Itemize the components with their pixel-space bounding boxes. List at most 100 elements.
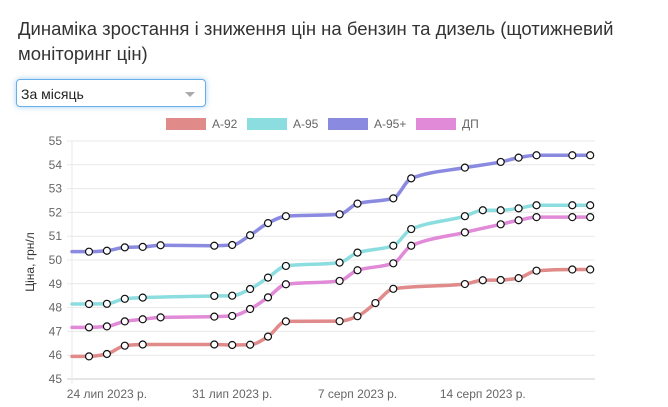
data-point[interactable] [568, 151, 577, 160]
data-point[interactable] [568, 201, 577, 210]
data-point[interactable] [586, 265, 595, 274]
data-point[interactable] [281, 317, 290, 326]
data-point[interactable] [102, 246, 112, 255]
legend-swatch [166, 118, 206, 130]
data-point[interactable] [246, 304, 255, 314]
data-point[interactable] [335, 258, 344, 267]
data-point[interactable] [210, 312, 219, 321]
data-point[interactable] [496, 275, 505, 285]
chevron-down-icon [185, 92, 195, 97]
data-point[interactable] [102, 322, 112, 331]
data-point[interactable] [586, 213, 595, 222]
legend-swatch [247, 118, 287, 130]
data-point[interactable] [335, 210, 344, 219]
data-point[interactable] [281, 280, 290, 289]
data-point[interactable] [532, 151, 541, 160]
data-point[interactable] [156, 313, 165, 322]
page-title: Динаміка зростання і зниження цін на бен… [18, 18, 614, 64]
data-point[interactable] [120, 317, 129, 326]
series-ДП [70, 213, 595, 332]
data-point[interactable] [228, 340, 237, 350]
data-point[interactable] [228, 291, 237, 300]
x-tick-label: 31 лип 2023 р. [192, 387, 272, 401]
data-point[interactable] [263, 219, 273, 228]
data-point[interactable] [102, 349, 112, 359]
data-point[interactable] [335, 317, 344, 326]
data-point[interactable] [460, 163, 469, 172]
data-point[interactable] [210, 241, 219, 250]
data-point[interactable] [532, 213, 541, 222]
data-point[interactable] [102, 299, 112, 308]
data-point[interactable] [371, 298, 380, 308]
data-point[interactable] [389, 194, 398, 203]
data-point[interactable] [407, 224, 416, 234]
y-axis: 45 46 47 48 49 50 51 52 53 54 55 [49, 134, 63, 386]
data-point[interactable] [407, 241, 416, 250]
data-point[interactable] [407, 174, 416, 183]
data-point[interactable] [496, 157, 505, 167]
data-point[interactable] [263, 273, 273, 282]
data-point[interactable] [120, 294, 129, 303]
data-point[interactable] [263, 332, 273, 341]
data-point[interactable] [210, 291, 219, 301]
data-point[interactable] [353, 199, 362, 208]
data-point[interactable] [389, 259, 398, 268]
data-point[interactable] [138, 340, 147, 349]
data-point[interactable] [389, 284, 398, 293]
data-point[interactable] [335, 276, 344, 286]
data-point[interactable] [568, 213, 577, 222]
y-tick-label: 54 [49, 158, 63, 172]
data-point[interactable] [210, 340, 219, 349]
data-point[interactable] [138, 315, 147, 324]
data-point[interactable] [138, 293, 147, 302]
y-tick-label: 46 [49, 348, 63, 362]
data-point[interactable] [228, 240, 237, 250]
data-point[interactable] [532, 266, 541, 275]
series-line [70, 215, 592, 330]
data-point[interactable] [84, 323, 94, 332]
data-point[interactable] [568, 265, 577, 274]
data-point[interactable] [84, 247, 94, 256]
data-point[interactable] [120, 243, 129, 252]
data-point[interactable] [460, 279, 469, 289]
data-point[interactable] [460, 228, 469, 237]
data-point[interactable] [228, 311, 237, 321]
legend-label: ДП [462, 117, 479, 131]
data-point[interactable] [478, 276, 487, 285]
data-point[interactable] [478, 206, 487, 215]
legend-label: А-95+ [374, 117, 407, 131]
data-point[interactable] [496, 206, 505, 215]
data-point[interactable] [263, 293, 273, 302]
data-point[interactable] [246, 284, 255, 294]
chart-legend: А-92 А-95 А-95+ ДП [0, 117, 668, 133]
data-point[interactable] [84, 299, 94, 309]
y-tick-label: 52 [49, 205, 63, 219]
data-point[interactable] [514, 153, 523, 162]
chart-grid [67, 140, 595, 384]
data-point[interactable] [532, 201, 541, 210]
data-point[interactable] [246, 340, 255, 349]
data-point[interactable] [460, 212, 469, 221]
data-point[interactable] [246, 231, 255, 240]
data-point[interactable] [586, 201, 595, 210]
data-point[interactable] [389, 241, 398, 250]
data-point[interactable] [353, 248, 362, 257]
data-point[interactable] [281, 261, 290, 271]
data-point[interactable] [496, 220, 505, 229]
data-point[interactable] [353, 266, 362, 275]
period-select-value: За місяць [21, 86, 84, 102]
y-tick-label: 48 [49, 301, 63, 315]
data-point[interactable] [120, 341, 129, 350]
data-point[interactable] [156, 241, 165, 250]
period-select[interactable]: За місяць [16, 79, 206, 107]
data-point[interactable] [586, 151, 595, 160]
data-point[interactable] [138, 242, 147, 252]
y-axis-title: Ціна, грн/л [23, 232, 37, 292]
data-point[interactable] [353, 312, 362, 321]
data-point[interactable] [514, 273, 523, 283]
data-point[interactable] [514, 216, 523, 225]
data-point[interactable] [281, 212, 290, 221]
data-point[interactable] [514, 204, 523, 213]
data-point[interactable] [84, 352, 94, 361]
